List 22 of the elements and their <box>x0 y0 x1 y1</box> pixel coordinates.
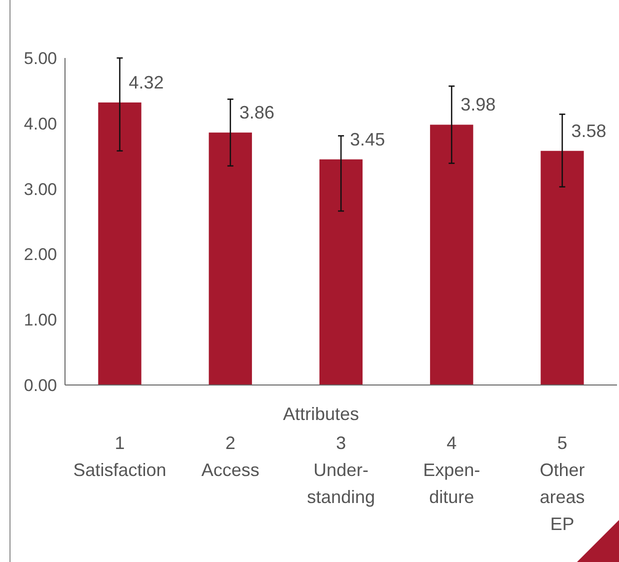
bar <box>98 102 142 385</box>
bar <box>319 159 363 385</box>
y-tick-label: 5.00 <box>24 48 57 68</box>
x-tick-label: 4 Expen- diture <box>423 433 480 507</box>
data-label: 4.32 <box>128 72 164 92</box>
y-tick-label: 4.00 <box>24 114 57 134</box>
x-tick-label: 3 Under- standing <box>306 433 376 507</box>
y-tick-label: 2.00 <box>24 245 57 264</box>
bar <box>208 132 252 385</box>
bar <box>430 124 474 385</box>
data-label: 3.98 <box>460 94 496 115</box>
x-axis-title: Attributes <box>282 404 360 424</box>
x-tick-label: 5 Other areas EP <box>540 433 585 534</box>
data-label: 3.45 <box>350 129 386 150</box>
y-tick-label: 1.00 <box>24 310 57 330</box>
data-label: 3.86 <box>239 102 274 123</box>
y-tick-label: 0.00 <box>24 376 57 395</box>
x-tick-label: 1 Satisfaction <box>73 433 166 480</box>
data-label: 3.58 <box>571 120 606 141</box>
y-tick-label: 3.00 <box>24 180 57 199</box>
bar <box>540 150 584 385</box>
x-tick-label: 2 Access <box>201 433 260 480</box>
